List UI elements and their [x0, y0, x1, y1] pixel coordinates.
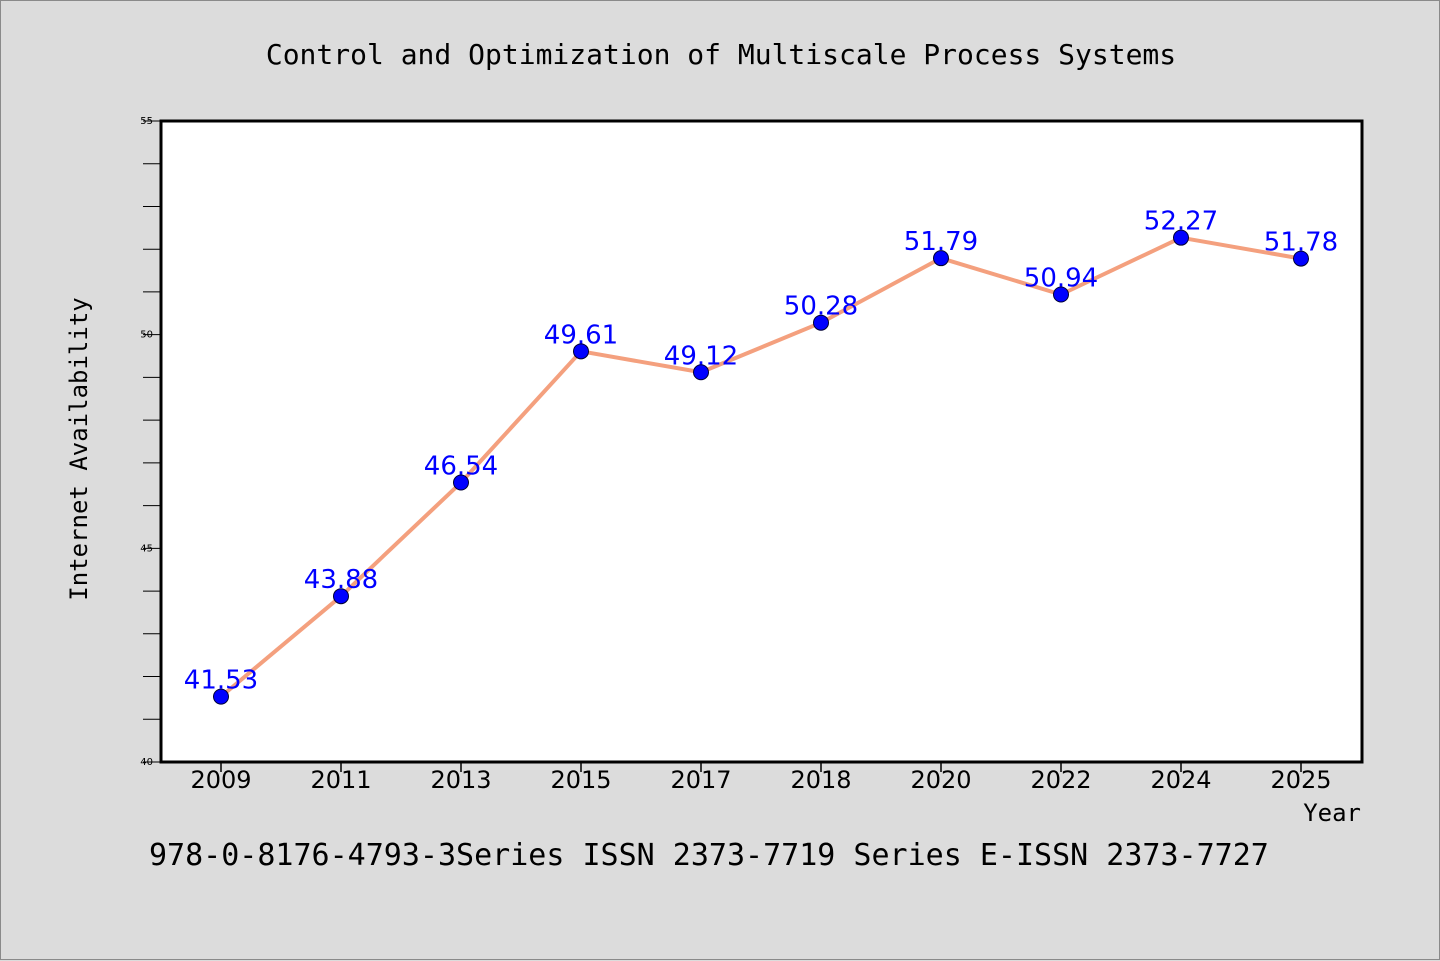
y-tick-label: 55: [140, 116, 153, 127]
x-tick-label: 2013: [430, 766, 491, 794]
data-label: 49.61: [544, 320, 618, 350]
data-label: 50.28: [784, 292, 858, 322]
data-label: 49.12: [664, 341, 738, 371]
series-line: [219, 235, 1302, 699]
x-tick-label: 2025: [1270, 766, 1331, 794]
series-markers: [213, 229, 1309, 705]
data-point: [933, 250, 949, 267]
x-tick-label: 2011: [310, 766, 371, 794]
data-label: 46.54: [424, 452, 498, 482]
x-tick-label: 2009: [190, 766, 251, 794]
x-tick-label: 2018: [790, 766, 851, 794]
plot-area: [159, 119, 1364, 764]
x-tick-label: 2017: [670, 766, 731, 794]
data-label: 52.27: [1144, 207, 1218, 237]
data-point: [333, 588, 349, 605]
series-line-group: [219, 235, 1302, 699]
footer-text: 978-0-8176-4793-3Series ISSN 2373-7719 S…: [149, 838, 1269, 873]
data-label: 43.88: [304, 565, 378, 595]
y-tick-label: 40: [140, 757, 153, 768]
data-point: [1173, 229, 1189, 246]
data-point: [1053, 286, 1069, 303]
x-axis-ticks: 2009 2011 2013 2015 2017 2018 2020 2022 2024 2025: [190, 762, 1332, 794]
chart-title: Control and Optimization of Multiscale P…: [266, 38, 1176, 71]
y-axis-ticks: 40 45 50 55: [140, 116, 161, 768]
data-point: [453, 474, 469, 491]
data-point: [1293, 250, 1309, 267]
data-labels: 41.53 43.88 46.54 49.61 49.12 50.28 51.79 50.94…: [184, 207, 1338, 696]
x-tick-label: 2022: [1030, 766, 1091, 794]
data-point: [573, 343, 589, 360]
x-tick-label: 2024: [1150, 766, 1211, 794]
y-axis-label: Internet Availability: [65, 297, 93, 600]
data-point: [813, 314, 829, 331]
x-tick-label: 2015: [550, 766, 611, 794]
y-tick-label: 45: [140, 543, 153, 554]
data-point: [693, 364, 709, 381]
data-label: 50.94: [1024, 263, 1098, 293]
x-axis-label: Year: [1303, 799, 1361, 827]
data-label: 51.78: [1264, 228, 1338, 258]
data-label: 51.79: [904, 227, 978, 257]
data-label: 41.53: [184, 666, 258, 696]
y-tick-label: 50: [140, 330, 153, 341]
data-point: [213, 688, 229, 705]
x-tick-label: 2020: [910, 766, 971, 794]
